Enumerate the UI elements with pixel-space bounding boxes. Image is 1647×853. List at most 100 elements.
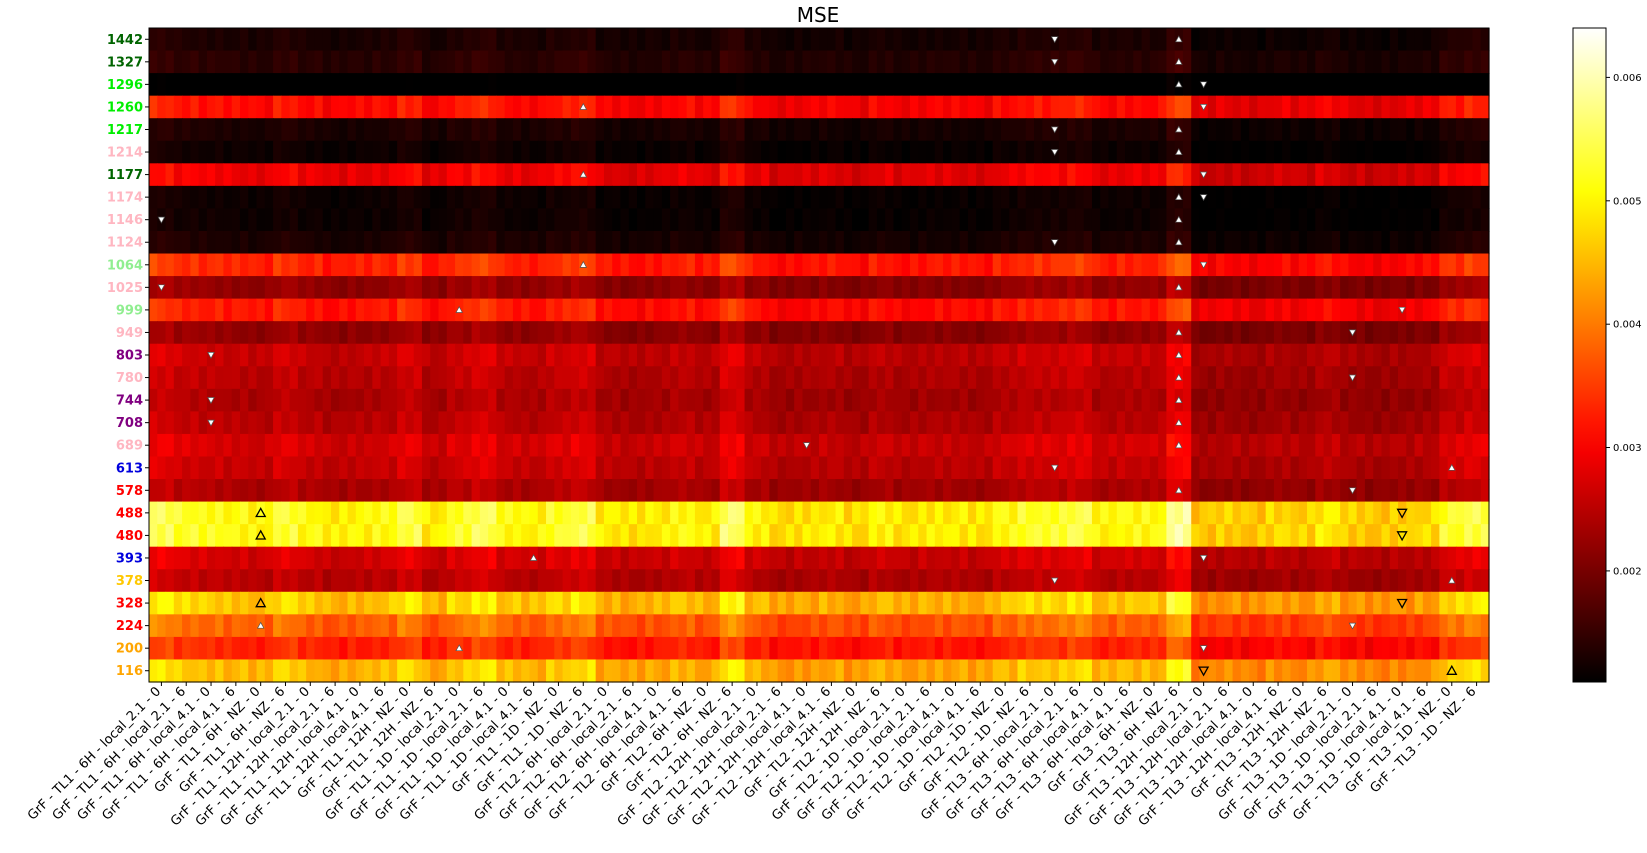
heatmap-cell	[1414, 388, 1424, 412]
heatmap-cell	[761, 28, 770, 52]
heatmap-cell	[769, 411, 779, 435]
heatmap-cell	[496, 366, 506, 390]
heatmap-cell	[678, 524, 688, 548]
heatmap-cell	[1480, 366, 1490, 390]
heatmap-cell	[1307, 140, 1316, 164]
heatmap-cell	[314, 614, 324, 638]
heatmap-cell	[306, 411, 316, 435]
heatmap-cell	[728, 546, 737, 570]
heatmap-cell	[463, 208, 473, 232]
heatmap-cell	[1232, 185, 1242, 210]
heatmap-cell	[289, 208, 299, 232]
heatmap-cell	[728, 524, 737, 548]
heatmap-cell	[1265, 411, 1275, 435]
heatmap-cell	[430, 140, 440, 164]
heatmap-cell	[1364, 276, 1374, 300]
heatmap-cell	[1025, 659, 1035, 683]
heatmap-cell	[149, 411, 158, 435]
heatmap-cell	[1414, 163, 1424, 187]
heatmap-cell	[273, 276, 282, 300]
heatmap-cell	[1331, 28, 1341, 52]
heatmap-cell	[289, 546, 299, 570]
heatmap-cell	[1307, 118, 1316, 142]
heatmap-cell	[1025, 366, 1035, 390]
heatmap-cell	[1298, 456, 1308, 480]
heatmap-cell	[637, 118, 646, 142]
heatmap-cell	[959, 614, 969, 638]
heatmap-cell	[1207, 276, 1217, 300]
heatmap-cell	[1422, 524, 1432, 548]
heatmap-cell	[554, 659, 564, 683]
heatmap-cell	[405, 614, 415, 638]
heatmap-cell	[1373, 659, 1383, 683]
heatmap-cell	[893, 50, 903, 74]
heatmap-cell	[984, 208, 994, 232]
heatmap-cell	[1083, 253, 1093, 277]
heatmap-cell	[901, 524, 911, 548]
heatmap-cell	[802, 95, 812, 119]
heatmap-cell	[802, 230, 812, 255]
triangle-down-marker	[1050, 239, 1059, 247]
heatmap-cell	[1290, 185, 1300, 210]
heatmap-cell	[314, 343, 324, 367]
heatmap-cell	[1472, 343, 1482, 367]
heatmap-cell	[943, 501, 952, 525]
heatmap-cell	[901, 163, 911, 187]
heatmap-cell	[579, 366, 588, 390]
heatmap-cell	[430, 614, 440, 638]
heatmap-cell	[281, 411, 291, 435]
heatmap-cell	[769, 636, 779, 661]
heatmap-cell	[231, 659, 241, 683]
heatmap-cell	[264, 230, 274, 255]
heatmap-cell	[1249, 230, 1258, 255]
heatmap-cell	[694, 253, 704, 277]
heatmap-cell	[1025, 253, 1035, 277]
heatmap-cell	[206, 163, 216, 187]
heatmap-cell	[843, 185, 853, 210]
heatmap-cell	[190, 298, 200, 322]
heatmap-cell	[810, 28, 820, 52]
heatmap-cell	[868, 636, 878, 661]
heatmap-cell	[347, 185, 357, 210]
heatmap-cell	[537, 163, 547, 187]
heatmap-cell	[934, 569, 944, 593]
heatmap-cell	[703, 591, 713, 615]
heatmap-cell	[1240, 524, 1250, 548]
heatmap-cell	[1125, 163, 1134, 187]
heatmap-cell	[231, 388, 241, 412]
heatmap-cell	[752, 479, 762, 503]
heatmap-cell	[421, 388, 431, 412]
heatmap-cell	[678, 95, 688, 119]
heatmap-cell	[1075, 140, 1085, 164]
heatmap-cell	[380, 456, 390, 480]
heatmap-cell	[810, 569, 820, 593]
heatmap-cell	[314, 546, 324, 570]
heatmap-cell	[479, 298, 489, 322]
heatmap-cell	[190, 230, 200, 255]
heatmap-cell	[711, 276, 721, 300]
heatmap-cell	[595, 321, 605, 345]
heatmap-cell	[802, 614, 812, 638]
heatmap-cell	[397, 253, 407, 277]
heatmap-cell	[603, 546, 613, 570]
heatmap-cell	[380, 546, 390, 570]
heatmap-cell	[1108, 388, 1118, 412]
heatmap-cell	[1191, 569, 1201, 593]
heatmap-cell	[455, 501, 464, 525]
heatmap-cell	[943, 163, 952, 187]
heatmap-cell	[860, 230, 870, 255]
heatmap-cell	[1042, 73, 1052, 97]
heatmap-cell	[421, 636, 431, 661]
heatmap-cell	[1199, 479, 1209, 503]
heatmap-cell	[215, 636, 225, 661]
heatmap-cell	[1191, 433, 1201, 458]
triangle-up-marker	[529, 554, 538, 561]
heatmap-cell	[173, 659, 183, 683]
heatmap-cell	[620, 614, 630, 638]
heatmap-cell	[661, 253, 671, 277]
heatmap-cell	[430, 276, 440, 300]
heatmap-cell	[1000, 411, 1010, 435]
heatmap-cell	[819, 50, 828, 74]
heatmap-cell	[752, 388, 762, 412]
heatmap-cell	[421, 185, 431, 210]
